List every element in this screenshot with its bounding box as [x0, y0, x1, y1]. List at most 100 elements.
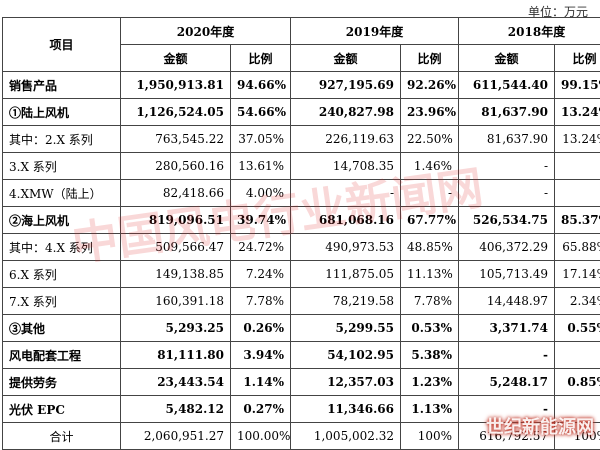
- amount-cell: 1,950,913.81: [121, 72, 231, 99]
- amount-cell: 509,566.47: [121, 234, 231, 261]
- amount-cell: 149,138.85: [121, 261, 231, 288]
- ratio-cell: 1.14%: [231, 369, 291, 396]
- amount-cell: 280,560.16: [121, 153, 231, 180]
- amount-cell: 81,637.90: [459, 126, 555, 153]
- ratio-cell: 7.24%: [231, 261, 291, 288]
- amount-cell: 819,096.51: [121, 207, 231, 234]
- ratio-cell: 13.24%: [555, 99, 600, 126]
- amount-cell: 406,372.29: [459, 234, 555, 261]
- ratio-cell: 4.00%: [231, 180, 291, 207]
- ratio-cell: 0.55%: [555, 315, 600, 342]
- ratio-cell: 11.13%: [401, 261, 459, 288]
- ratio-cell: 17.14%: [555, 261, 600, 288]
- ratio-cell: 23.96%: [401, 99, 459, 126]
- ratio-cell: -: [555, 180, 600, 207]
- amount-cell: 3,371.74: [459, 315, 555, 342]
- ratio-cell: 65.88%: [555, 234, 600, 261]
- amount-cell: 111,875.05: [291, 261, 401, 288]
- ratio-cell: -: [401, 180, 459, 207]
- ratio-cell: 2.34%: [555, 288, 600, 315]
- amount-cell: 14,708.35: [291, 153, 401, 180]
- ratio-cell: 1.13%: [401, 396, 459, 423]
- amount-cell: 927,195.69: [291, 72, 401, 99]
- header-amount: 金额: [459, 45, 555, 72]
- amount-cell: 5,293.25: [121, 315, 231, 342]
- ratio-cell: 7.78%: [401, 288, 459, 315]
- row-label: 光伏 EPC: [3, 396, 121, 423]
- row-label: 风电配套工程: [3, 342, 121, 369]
- ratio-cell: 3.94%: [231, 342, 291, 369]
- row-label: 其中：4.X 系列: [3, 234, 121, 261]
- header-year-2020: 2020年度: [121, 18, 291, 45]
- row-label: 7.X 系列: [3, 288, 121, 315]
- amount-cell: -: [459, 153, 555, 180]
- amount-cell: 54,102.95: [291, 342, 401, 369]
- row-label: 其中：2.X 系列: [3, 126, 121, 153]
- row-label: 提供劳务: [3, 369, 121, 396]
- row-label: 合计: [3, 423, 121, 450]
- amount-cell: 611,544.40: [459, 72, 555, 99]
- revenue-table: 项目 2020年度 2019年度 2018年度 金额 比例 金额 比例 金额 比…: [2, 17, 600, 450]
- ratio-cell: 37.05%: [231, 126, 291, 153]
- ratio-cell: -: [555, 396, 600, 423]
- amount-cell: 240,827.98: [291, 99, 401, 126]
- amount-cell: -: [459, 180, 555, 207]
- amount-cell: 11,346.66: [291, 396, 401, 423]
- ratio-cell: -: [555, 153, 600, 180]
- ratio-cell: 100%: [555, 423, 600, 450]
- header-ratio: 比例: [401, 45, 459, 72]
- row-label: ③其他: [3, 315, 121, 342]
- amount-cell: 763,545.22: [121, 126, 231, 153]
- header-ratio: 比例: [231, 45, 291, 72]
- ratio-cell: 0.53%: [401, 315, 459, 342]
- amount-cell: 2,060,951.27: [121, 423, 231, 450]
- header-amount: 金额: [121, 45, 231, 72]
- amount-cell: 616,792.57: [459, 423, 555, 450]
- ratio-cell: 99.15%: [555, 72, 600, 99]
- amount-cell: 526,534.75: [459, 207, 555, 234]
- ratio-cell: 67.77%: [401, 207, 459, 234]
- amount-cell: 105,713.49: [459, 261, 555, 288]
- ratio-cell: 92.26%: [401, 72, 459, 99]
- ratio-cell: 7.78%: [231, 288, 291, 315]
- ratio-cell: 0.85%: [555, 369, 600, 396]
- ratio-cell: 85.37%: [555, 207, 600, 234]
- ratio-cell: 0.27%: [231, 396, 291, 423]
- ratio-cell: 1.23%: [401, 369, 459, 396]
- amount-cell: 81,637.90: [459, 99, 555, 126]
- ratio-cell: 48.85%: [401, 234, 459, 261]
- row-label: 销售产品: [3, 72, 121, 99]
- header-amount: 金额: [291, 45, 401, 72]
- ratio-cell: -: [555, 342, 600, 369]
- amount-cell: 1,005,002.32: [291, 423, 401, 450]
- amount-cell: -: [459, 396, 555, 423]
- amount-cell: 5,299.55: [291, 315, 401, 342]
- ratio-cell: 100%: [401, 423, 459, 450]
- amount-cell: 1,126,524.05: [121, 99, 231, 126]
- row-label: 3.X 系列: [3, 153, 121, 180]
- amount-cell: 12,357.03: [291, 369, 401, 396]
- ratio-cell: 39.74%: [231, 207, 291, 234]
- amount-cell: 5,248.17: [459, 369, 555, 396]
- header-year-2018: 2018年度: [459, 18, 600, 45]
- ratio-cell: 54.66%: [231, 99, 291, 126]
- row-label: 6.X 系列: [3, 261, 121, 288]
- amount-cell: 82,418.66: [121, 180, 231, 207]
- ratio-cell: 22.50%: [401, 126, 459, 153]
- row-label: ①陆上风机: [3, 99, 121, 126]
- ratio-cell: 13.61%: [231, 153, 291, 180]
- ratio-cell: 1.46%: [401, 153, 459, 180]
- table-row: 4.XMW（陆上）82,418.664.00%----: [3, 180, 600, 207]
